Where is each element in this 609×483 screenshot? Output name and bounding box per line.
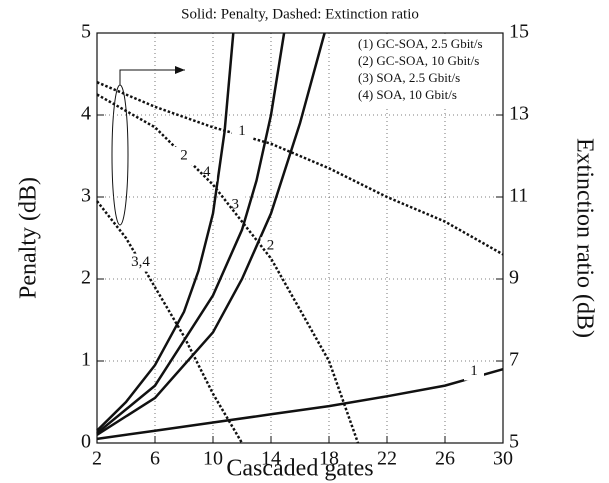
- arrow: [119, 69, 185, 85]
- chart-title: Solid: Penalty, Dashed: Extinction ratio: [181, 6, 419, 22]
- x-tick-label: 22: [377, 448, 397, 470]
- y2-tick-label: 13: [509, 103, 529, 125]
- series-label-background: [130, 253, 151, 272]
- series-label-background: [196, 163, 217, 182]
- series-line: [96, 32, 235, 432]
- series-line: [96, 367, 504, 441]
- y-tick-label: 1: [81, 349, 91, 371]
- legend-entry: (2) GC-SOA, 10 Gbit/s: [358, 53, 479, 68]
- series-line: [96, 200, 244, 444]
- y-axis-label: Penalty (dB): [16, 177, 42, 299]
- y-tick-label: 2: [81, 267, 91, 289]
- series-label-background: [225, 196, 246, 215]
- x-tick-label: 10: [203, 448, 223, 470]
- y2-tick-label: 7: [509, 349, 519, 371]
- series-label: 1: [238, 123, 246, 139]
- series-label-background: [232, 122, 252, 141]
- x-axis-label: Cascaded gates: [226, 456, 373, 482]
- series-label: 2: [267, 238, 275, 254]
- y-tick-label: 4: [81, 103, 91, 125]
- x-tick-label: 18: [319, 448, 339, 470]
- y-tick-label: 5: [81, 21, 91, 43]
- x-tick-label: 30: [493, 448, 513, 470]
- series-label-background: [174, 147, 194, 165]
- series-line: [96, 93, 360, 444]
- series-label: 2: [180, 147, 188, 163]
- series-label-background: [464, 362, 484, 381]
- series-line: [96, 32, 326, 436]
- legend-entry: (1) GC-SOA, 2.5 Gbit/s: [358, 36, 483, 51]
- y-tick-label: 3: [81, 185, 91, 207]
- series-label: 3,4: [131, 254, 150, 270]
- x-tick-label: 6: [150, 448, 160, 470]
- series-label-background: [260, 237, 281, 256]
- series-label: 3: [232, 197, 240, 213]
- y2-axis-label: Extinction ratio (dB): [571, 138, 597, 338]
- y2-tick-label: 5: [509, 431, 519, 453]
- x-tick-label: 14: [261, 448, 281, 470]
- series-line: [96, 32, 286, 435]
- legend-background: [355, 36, 501, 108]
- x-tick-label: 26: [435, 448, 455, 470]
- y2-tick-label: 11: [509, 185, 528, 207]
- series-label: 4: [203, 164, 211, 180]
- plot-frame: [96, 32, 504, 444]
- legend-entry: (4) SOA, 10 Gbit/s: [358, 87, 457, 102]
- series-label: 1: [470, 363, 478, 379]
- y-tick-label: 0: [81, 431, 91, 453]
- x-tick-label: 2: [92, 448, 102, 470]
- legend-entry: (3) SOA, 2.5 Gbit/s: [358, 70, 460, 85]
- arrow-head: [175, 66, 185, 74]
- y2-tick-label: 15: [509, 21, 529, 43]
- series-group-marker: [111, 84, 129, 226]
- y2-tick-label: 9: [509, 267, 519, 289]
- series-line: [96, 81, 504, 256]
